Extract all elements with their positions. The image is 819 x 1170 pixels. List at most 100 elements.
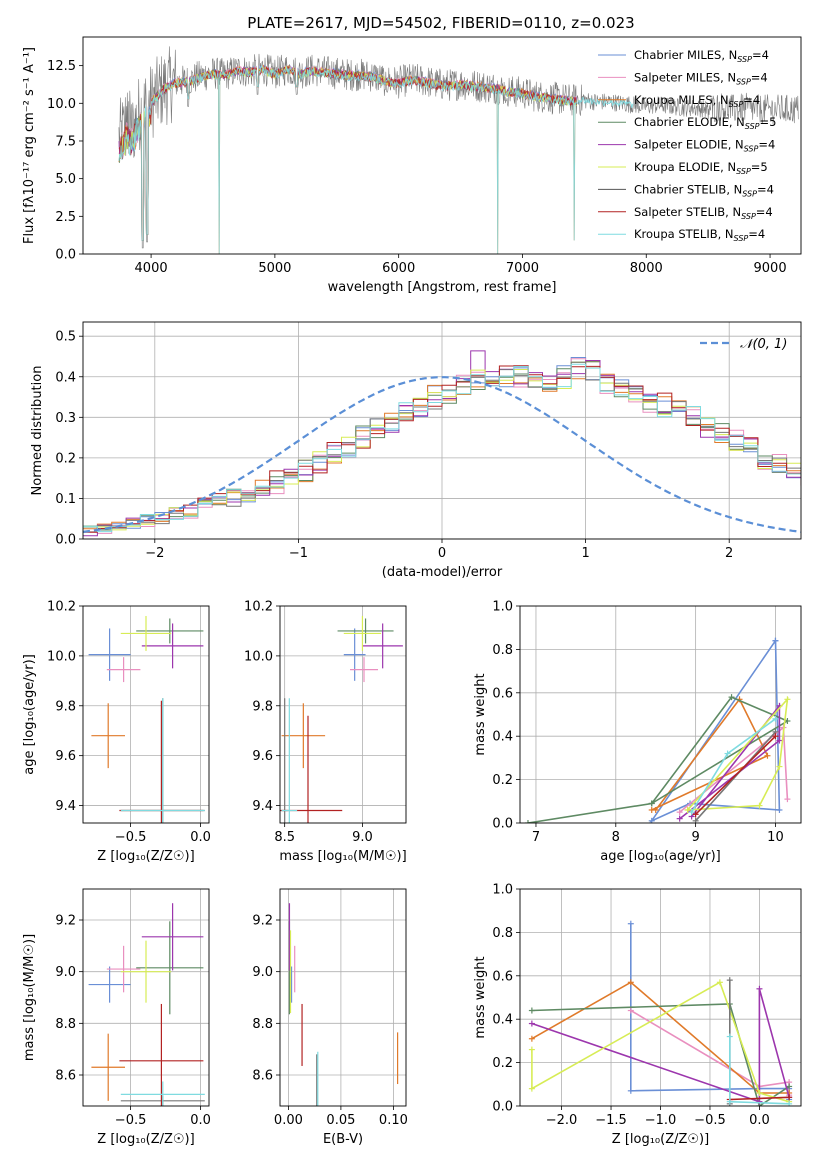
weight-marker-salpeter-miles xyxy=(627,1007,634,1014)
x-tick-label: −2 xyxy=(145,546,164,561)
y-tick-label: 0.6 xyxy=(492,686,513,701)
x-tick-label: 0.0 xyxy=(749,1113,770,1128)
panel-weight-vs-age: 7 8 9 10 0.0 0.2 0.4 0.6 0.8 1.0 age [log₁₀(age/yr… xyxy=(473,600,802,864)
panel-mass-vs-ebv: 0.00 0.05 0.10 8.6 8.8 9.0 9.2 E(B-V) xyxy=(252,888,408,1147)
weight-marker-chabrier-miles xyxy=(627,920,634,927)
legend-entry-chabrier-miles-n-4: Chabrier MILES, NSSP=4 xyxy=(634,48,769,64)
x-tick-label: 0.05 xyxy=(326,1113,355,1128)
plot-area xyxy=(520,606,801,823)
weight-marker-kroupa-stelib xyxy=(724,750,731,757)
legend-entry-chabrier-stelib-n-4: Chabrier STELIB, NSSP=4 xyxy=(634,182,774,198)
panel-age-vs-z: −0.5 0.0 9.4 9.6 9.8 10.0 10.2 Z [log₁₀(Z/Z☉)] a… xyxy=(22,600,211,865)
grid xyxy=(280,606,406,823)
axes-frame xyxy=(519,605,802,824)
errorbar-kroupa-elodie xyxy=(343,615,382,651)
legend-entry-kroupa-stelib-n-4: Kroupa STELIB, NSSP=4 xyxy=(634,227,765,243)
y-tick-label: 8.6 xyxy=(252,1069,273,1084)
x-tick-label: 8.5 xyxy=(274,830,295,845)
x-axis-label: (data-model)/error xyxy=(382,565,503,580)
y-tick-label: 10.2 xyxy=(244,600,273,615)
y-tick-label: 2.5 xyxy=(55,210,76,225)
errorbar-salpeter-miles xyxy=(350,657,378,683)
axes-frame xyxy=(82,321,802,540)
y-tick-label: 9.0 xyxy=(55,965,76,980)
x-axis-label: Z [log₁₀(Z/Z☉)] xyxy=(97,1132,194,1147)
y-tick-label: 8.6 xyxy=(55,1069,76,1084)
x-tick-label: 6000 xyxy=(382,261,415,276)
plot-area xyxy=(280,606,406,823)
y-tick-label: 0.2 xyxy=(55,451,76,466)
y-tick-label: 0.0 xyxy=(55,533,76,548)
legend-entry-kroupa-miles-n-4: Kroupa MILES, NSSP=4 xyxy=(634,93,760,109)
x-tick-label: −1.5 xyxy=(595,1113,627,1128)
weight-line-kroupa-miles xyxy=(531,981,790,1094)
weight-marker-salpeter-elodie xyxy=(528,1020,535,1027)
weight-marker-salpeter-elodie xyxy=(756,1098,763,1105)
y-axis-label: age [log₁₀(age/yr)] xyxy=(22,654,37,775)
x-axis-label: mass [log₁₀(M/M☉)] xyxy=(279,849,406,864)
x-tick-label: −0.5 xyxy=(115,1113,147,1128)
x-tick-label: 7000 xyxy=(506,261,539,276)
axes-frame xyxy=(82,605,210,824)
errorbar-kroupa-elodie xyxy=(120,615,172,651)
errorbar-salpeter-elodie xyxy=(362,623,403,669)
weight-line-salpeter-elodie xyxy=(531,988,790,1103)
y-axis-label: Normed distribution xyxy=(30,366,45,496)
x-axis-label: Z [log₁₀(Z/Z☉)] xyxy=(97,849,194,864)
y-tick-label: 9.2 xyxy=(252,914,273,929)
x-axis-label: wavelength [Angstrom, rest frame] xyxy=(328,280,557,295)
weight-marker-salpeter-miles xyxy=(676,809,683,816)
model-stelib-tail xyxy=(576,96,634,108)
x-tick-label: 0.0 xyxy=(190,1113,211,1128)
y-tick-label: 10.2 xyxy=(47,600,76,615)
weight-marker-chabrier-stelib xyxy=(726,977,733,984)
axes-frame xyxy=(82,888,210,1107)
grid xyxy=(83,606,209,823)
histogram-kroupa-elodie xyxy=(83,361,801,539)
legend: 𝒩(0, 1) xyxy=(700,337,787,352)
weight-marker-chabrier-elodie xyxy=(528,1007,535,1014)
x-tick-label: −0.5 xyxy=(694,1113,726,1128)
weight-line-salpeter-stelib xyxy=(729,1096,790,1101)
x-tick-label: 5000 xyxy=(258,261,291,276)
errorbar-kroupa-elodie xyxy=(120,940,172,1003)
weight-marker-salpeter-stelib xyxy=(772,733,779,740)
x-tick-label: 0 xyxy=(438,546,446,561)
y-tick-label: 0.8 xyxy=(492,926,513,941)
figure-title: PLATE=2617, MJD=54502, FIBERID=0110, z=0… xyxy=(247,14,634,32)
weight-marker-chabrier-elodie xyxy=(728,694,735,701)
y-tick-label: 0.0 xyxy=(492,817,513,832)
weight-line-salpeter-elodie xyxy=(679,703,781,820)
y-tick-label: 9.6 xyxy=(55,749,76,764)
weight-line-salpeter-stelib xyxy=(695,735,777,815)
y-tick-label: 1.0 xyxy=(492,883,513,898)
weight-marker-kroupa-stelib xyxy=(688,809,695,816)
y-tick-label: 9.0 xyxy=(252,965,273,980)
panel-mass-vs-z: −0.5 0.0 8.6 8.8 9.0 9.2 Z [log₁₀(Z/Z☉)] mass [… xyxy=(22,888,211,1147)
y-tick-label: 9.6 xyxy=(252,749,273,764)
y-tick-label: 8.8 xyxy=(55,1017,76,1032)
grid xyxy=(280,889,406,1106)
weight-marker-salpeter-elodie xyxy=(776,737,783,744)
panel-residuals: −2 −1 0 1 2 0.0 0.1 0.2 0.3 0.4 0.5 (data-model)/er… xyxy=(30,321,802,580)
x-tick-label: 10 xyxy=(767,830,784,845)
x-tick-label: 0.00 xyxy=(274,1113,303,1128)
errorbar-chabrier-miles xyxy=(88,628,131,681)
x-axis-label: E(B-V) xyxy=(323,1132,363,1147)
axes-frame xyxy=(519,888,802,1107)
legend-entry-kroupa-elodie-n-5: Kroupa ELODIE, NSSP=5 xyxy=(634,160,768,176)
weight-marker-chabrier-elodie xyxy=(524,820,531,823)
y-tick-label: 12.5 xyxy=(47,59,76,74)
x-tick-label: −2.0 xyxy=(546,1113,578,1128)
x-tick-label: 9.0 xyxy=(352,830,373,845)
weight-marker-kroupa-miles xyxy=(648,806,655,813)
histogram-chabrier-elodie xyxy=(83,361,801,539)
y-tick-label: 0.4 xyxy=(55,370,76,385)
weight-marker-kroupa-stelib xyxy=(726,1033,733,1040)
weight-marker-kroupa-elodie xyxy=(776,763,783,770)
weight-marker-chabrier-miles xyxy=(627,1087,634,1094)
plot-area xyxy=(83,606,209,823)
y-tick-label: 10.0 xyxy=(47,649,76,664)
weight-marker-kroupa-elodie xyxy=(756,802,763,809)
